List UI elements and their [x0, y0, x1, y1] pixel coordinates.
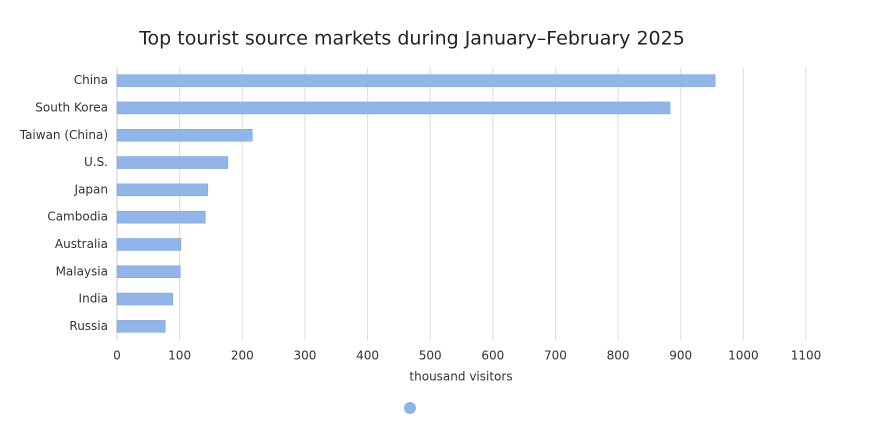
x-tick-label: 400: [356, 349, 379, 363]
x-tick-label: 200: [231, 349, 254, 363]
x-tick-label: 800: [607, 349, 630, 363]
x-tick-label: 300: [293, 349, 316, 363]
bar: [116, 238, 182, 251]
bar: [116, 320, 166, 333]
y-tick-label: Malaysia: [56, 264, 108, 278]
y-tick-label: Japan: [74, 182, 108, 196]
y-tick-label: South Korea: [35, 100, 108, 114]
bar: [116, 156, 229, 169]
x-tick-label: 700: [544, 349, 567, 363]
x-tick-label: 600: [481, 349, 504, 363]
bar: [116, 129, 253, 142]
bar: [116, 183, 209, 197]
x-tick-label: 1000: [728, 349, 759, 363]
x-tick-label: 1100: [791, 349, 822, 363]
bar: [116, 210, 206, 224]
bar: [116, 101, 671, 115]
y-tick-label: Taiwan (China): [19, 128, 108, 142]
y-tick-label: U.S.: [84, 155, 108, 169]
y-tick-label: India: [79, 292, 108, 306]
y-tick-label: Australia: [55, 237, 108, 251]
x-tick-label: 500: [419, 349, 442, 363]
x-tick-label: 100: [168, 349, 191, 363]
y-tick-label: China: [74, 73, 108, 87]
x-tick-label: 0: [113, 349, 121, 363]
x-tick-label: 900: [669, 349, 692, 363]
bar: [116, 265, 181, 278]
x-axis-label: thousand visitors: [409, 370, 512, 384]
bar: [116, 74, 716, 87]
y-tick-label: Russia: [69, 319, 108, 333]
y-tick-label: Cambodia: [47, 210, 108, 224]
bar: [116, 292, 173, 306]
legend-marker: [404, 402, 416, 414]
chart-title: Top tourist source markets during Januar…: [138, 28, 685, 50]
